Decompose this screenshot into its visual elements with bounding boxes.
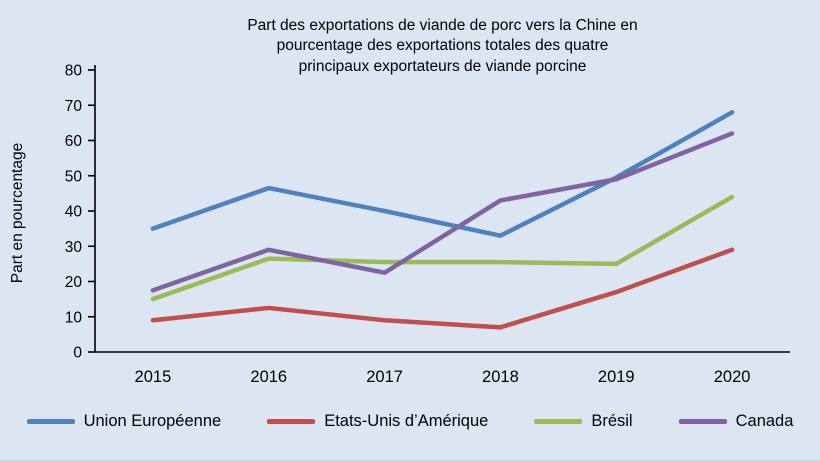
chart-title-line-1: Part des exportations de viande de porc … — [247, 17, 638, 34]
svg-text:30: 30 — [65, 239, 83, 256]
line-chart-canvas: 0 10 20 30 40 50 60 70 80 2015 2016 2017 2018 2019 202… — [65, 63, 790, 386]
svg-text:70: 70 — [65, 98, 83, 115]
svg-text:10: 10 — [65, 309, 83, 326]
chart-title: Part des exportations de viande de porc … — [95, 16, 790, 77]
legend-line-swatch — [26, 419, 75, 424]
svg-text:2015: 2015 — [135, 368, 172, 386]
svg-text:2019: 2019 — [598, 368, 635, 386]
chart-legend: Union Européenne Etats-Unis d’Amérique B… — [0, 412, 820, 431]
chart-title-line-2: pourcentage des exportations totales des… — [276, 37, 609, 55]
svg-text:20: 20 — [65, 274, 83, 291]
legend-item-etats-unis: Etats-Unis d’Amérique — [267, 412, 488, 431]
svg-text:80: 80 — [65, 63, 83, 80]
legend-line-swatch — [534, 419, 583, 424]
legend-line-swatch — [267, 419, 316, 424]
svg-text:2017: 2017 — [366, 368, 403, 386]
legend-item-bresil: Brésil — [534, 412, 633, 431]
legend-line-swatch — [678, 419, 727, 424]
chart-title-line-3: principaux exportateurs de viande porcin… — [298, 57, 587, 75]
svg-text:2020: 2020 — [714, 368, 751, 386]
legend-label: Canada — [735, 412, 794, 430]
legend-item-canada: Canada — [678, 412, 794, 431]
svg-text:60: 60 — [65, 133, 83, 150]
legend-label: Brésil — [591, 412, 633, 430]
svg-text:0: 0 — [73, 345, 82, 362]
svg-text:2018: 2018 — [482, 368, 519, 386]
svg-text:2016: 2016 — [250, 368, 287, 386]
legend-label: Union Européenne — [83, 412, 222, 430]
svg-text:50: 50 — [65, 168, 83, 185]
svg-text:40: 40 — [65, 204, 83, 221]
legend-label: Etats-Unis d’Amérique — [324, 412, 489, 430]
legend-item-union-europeenne: Union Européenne — [26, 412, 222, 431]
